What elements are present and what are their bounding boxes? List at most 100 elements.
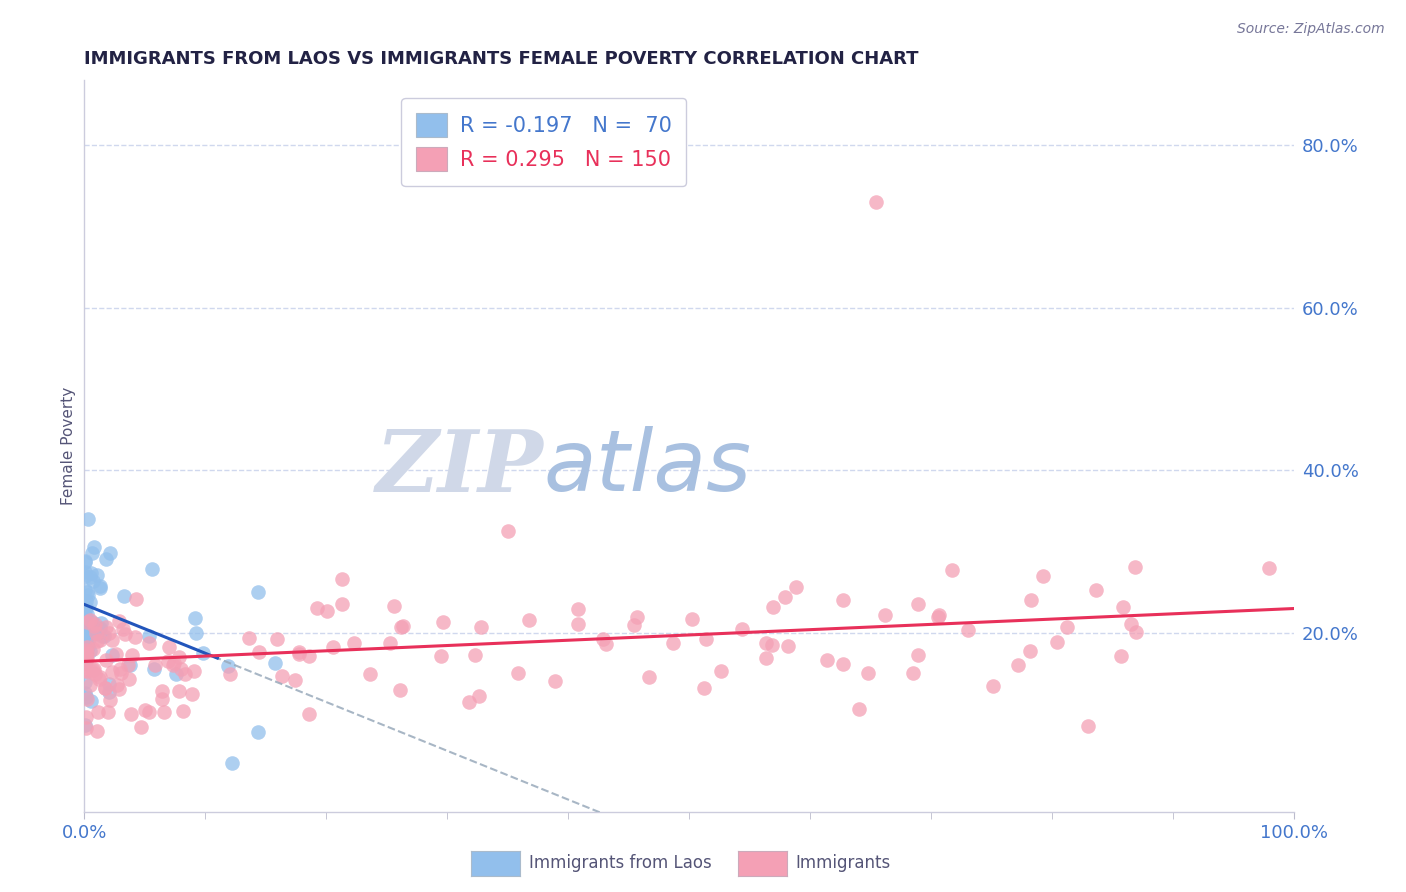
Point bbox=[626, 610, 648, 624]
Point bbox=[389, 620, 412, 634]
Point bbox=[172, 704, 194, 718]
Point bbox=[96, 653, 118, 667]
Point bbox=[89, 579, 111, 593]
Point bbox=[73, 630, 96, 644]
Point bbox=[1112, 600, 1135, 615]
Point bbox=[80, 545, 103, 559]
Point bbox=[956, 624, 979, 638]
Point bbox=[382, 599, 405, 613]
Point bbox=[430, 648, 453, 663]
Point bbox=[247, 645, 270, 659]
Point bbox=[150, 691, 173, 706]
Point bbox=[167, 649, 190, 664]
Point bbox=[100, 632, 122, 647]
Point bbox=[191, 646, 214, 660]
Point bbox=[145, 658, 167, 673]
Point bbox=[75, 600, 97, 615]
Point bbox=[75, 686, 97, 700]
Point bbox=[83, 540, 105, 554]
Point bbox=[73, 608, 96, 623]
Point bbox=[125, 592, 148, 607]
Point bbox=[82, 615, 104, 630]
Point bbox=[981, 679, 1004, 693]
Point bbox=[544, 673, 567, 688]
Point bbox=[76, 615, 98, 630]
Point bbox=[316, 604, 339, 618]
Point bbox=[98, 546, 121, 560]
Point bbox=[138, 629, 160, 643]
Point bbox=[83, 667, 105, 681]
Point bbox=[73, 652, 96, 666]
Point bbox=[157, 640, 180, 654]
Point bbox=[238, 631, 260, 645]
Point bbox=[129, 720, 152, 734]
Point bbox=[73, 582, 96, 597]
Point bbox=[247, 724, 270, 739]
Point bbox=[77, 620, 100, 634]
Point bbox=[73, 620, 96, 634]
Point bbox=[270, 669, 292, 683]
Point bbox=[96, 620, 118, 634]
Point bbox=[432, 615, 454, 629]
Point bbox=[101, 665, 124, 679]
Point bbox=[343, 636, 366, 650]
Point bbox=[97, 677, 120, 691]
Point bbox=[75, 665, 97, 679]
Point bbox=[288, 644, 311, 658]
Point bbox=[169, 684, 191, 698]
Point bbox=[1056, 620, 1078, 634]
Point bbox=[710, 664, 733, 678]
Point bbox=[775, 590, 797, 604]
Point bbox=[305, 601, 328, 615]
Point bbox=[110, 665, 132, 680]
Point bbox=[755, 651, 778, 665]
Point bbox=[101, 648, 124, 662]
Point bbox=[108, 681, 131, 696]
Point bbox=[907, 597, 929, 611]
Point bbox=[97, 706, 120, 720]
Legend: R = -0.197   N =  70, R = 0.295   N = 150: R = -0.197 N = 70, R = 0.295 N = 150 bbox=[402, 98, 686, 186]
Point bbox=[98, 693, 121, 707]
Point bbox=[75, 644, 97, 658]
Point bbox=[77, 589, 100, 603]
Point bbox=[332, 598, 354, 612]
Point bbox=[86, 567, 108, 582]
Point bbox=[75, 710, 97, 724]
Point bbox=[388, 683, 411, 698]
Point bbox=[1119, 616, 1142, 631]
Point bbox=[117, 658, 139, 673]
Point bbox=[79, 569, 101, 583]
Point bbox=[83, 619, 105, 633]
Point bbox=[928, 608, 950, 623]
Point bbox=[76, 594, 98, 608]
Point bbox=[298, 706, 321, 721]
Point bbox=[508, 665, 530, 680]
Point bbox=[76, 607, 98, 621]
Point bbox=[221, 756, 243, 770]
Point bbox=[458, 695, 481, 709]
Point bbox=[1019, 644, 1042, 658]
Point bbox=[832, 657, 855, 672]
Point bbox=[496, 524, 519, 539]
Point bbox=[762, 600, 785, 615]
Point bbox=[141, 561, 163, 575]
Point bbox=[941, 563, 963, 577]
Point bbox=[79, 678, 101, 692]
Point bbox=[138, 636, 160, 650]
Point bbox=[181, 687, 204, 701]
Point bbox=[76, 665, 98, 679]
Text: Immigrants from Laos: Immigrants from Laos bbox=[529, 855, 711, 872]
Point bbox=[108, 662, 131, 676]
Point bbox=[76, 652, 98, 666]
Point bbox=[567, 616, 589, 631]
Text: atlas: atlas bbox=[544, 426, 752, 509]
Point bbox=[266, 632, 288, 646]
Point bbox=[901, 665, 924, 680]
Point bbox=[75, 642, 97, 657]
Point bbox=[76, 585, 98, 599]
Point bbox=[761, 639, 783, 653]
Point bbox=[82, 642, 104, 657]
Point bbox=[86, 634, 108, 648]
Point bbox=[359, 667, 381, 681]
Point bbox=[681, 612, 703, 626]
